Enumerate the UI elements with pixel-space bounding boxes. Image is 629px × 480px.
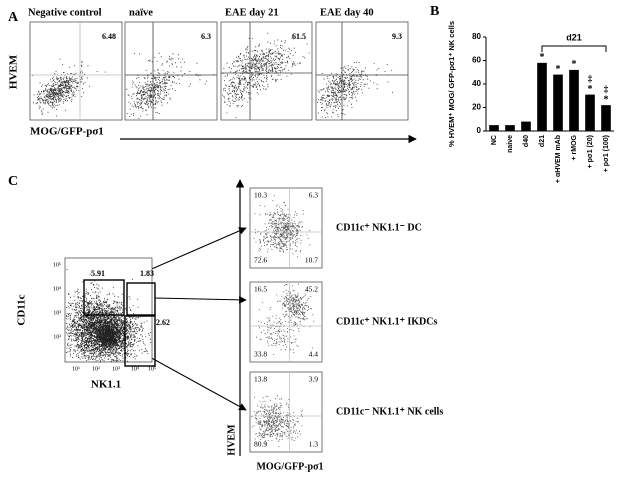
population-label: CD11c⁺ NK1.1⁺ IKDCs [336,316,438,327]
quadrant-value: 4.4 [309,350,319,359]
event-dots [256,283,315,355]
bar [569,69,579,131]
event-dots [32,58,106,117]
significance-mark: ‡ [588,74,593,84]
plot-title: EAE day 21 [225,7,279,18]
population-label: CD11c⁻ NK1.1⁺ NK cells [336,406,443,417]
significance-mark: * [604,94,609,105]
x-tick-label: + pσ1 (100) [603,135,610,172]
bracket-label: d21 [566,32,582,42]
panel-label: A [8,10,19,25]
x-axis-label: NK1.1 [91,379,121,391]
quadrant-value: 6.3 [201,32,211,41]
significance-mark: * [556,64,561,75]
y-tick-label: 0 [477,126,482,135]
gate [126,282,156,316]
y-tick-label: 80 [472,32,481,41]
y-tick-label: 10⁵ [53,262,61,268]
y-axis-label: HVEM [226,424,237,456]
quadrant-value: 3.9 [309,375,319,384]
x-tick-label: + rMOG [571,134,578,160]
flow-plot [249,187,323,269]
quadrant-value: 61.5 [292,32,306,41]
population-label: CD11c⁺ NK1.1⁻ DC [336,222,422,233]
quadrant-value: 1.3 [309,440,319,449]
x-axis-label: MOG/GFP-pσ1 [30,126,104,138]
x-tick-label: naive [507,135,514,153]
bar [601,105,611,131]
event-dots [253,195,311,261]
significance-mark: * [540,52,545,63]
x-tick-label: d40 [523,135,530,147]
plot-title: Negative control [28,7,102,18]
y-tick-label: 40 [472,79,481,88]
y-axis-label: HVEM [8,54,20,89]
x-tick-label: + pσ1 (20) [587,135,594,168]
x-tick-label: d21 [539,135,546,147]
quadrant-value: 10.3 [254,191,267,200]
y-tick-label: 10² [53,334,61,340]
x-tick-label: 10³ [112,366,120,372]
gate [124,315,156,367]
bar [553,74,563,131]
y-tick-label: 10⁴ [53,286,61,292]
plot-title: naïve [129,7,153,18]
x-tick-label: NC [491,135,498,145]
quadrant-value: 33.8 [254,350,267,359]
bar [489,125,499,131]
gate [83,279,125,316]
x-tick-label: 10² [92,366,100,372]
y-axis-label: CD11c [16,294,28,325]
flow-plot [249,371,323,453]
x-tick-label: 10⁴ [131,366,139,372]
significance-mark: * [588,84,593,95]
event-dots [251,395,303,447]
quadrant-value: 10.7 [305,256,318,265]
gate-value: 1.83 [140,269,154,278]
y-axis-label: % HVEM⁺ MOG/ GFP-pσ1⁺ NK cells [447,21,456,147]
y-tick-label: 20 [472,103,481,112]
x-tick-label: + αHVEM mAb [555,135,562,183]
bar [585,94,595,131]
flow-plot [249,281,323,363]
panel-label: B [430,4,439,19]
gate-value: 2.62 [156,318,170,327]
quadrant-value: 80.9 [254,440,267,449]
bar [521,121,531,131]
arrow [154,295,247,304]
bar [537,62,547,131]
panel-label: C [8,174,18,189]
event-dots [317,61,393,118]
quadrant-value: 6.48 [102,32,116,41]
flow-plot [124,21,218,121]
y-tick-label: 60 [472,56,481,65]
quadrant-value: 72.6 [254,256,267,265]
quadrant-value: 16.5 [254,285,267,294]
bar [505,125,515,131]
significance-mark: ‡ [604,84,609,94]
x-tick-label: 10¹ [72,366,80,372]
bracket [541,45,607,52]
quadrant-value: 45.2 [305,285,318,294]
significance-mark: * [572,59,577,70]
quadrant-value: 9.3 [392,32,402,41]
quadrant-value: 6.3 [309,191,319,200]
quadrant-value: 13.8 [254,375,267,384]
x-tick-label: 10⁵ [148,366,156,372]
plot-title: EAE day 40 [320,7,374,18]
x-axis-label: MOG/GFP-pσ1 [256,461,323,472]
y-tick-label: 10³ [53,310,61,316]
gate-value: 5.91 [91,269,105,278]
